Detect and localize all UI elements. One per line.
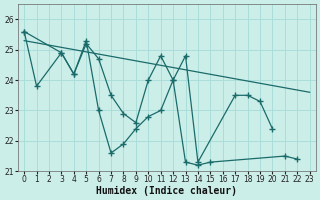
X-axis label: Humidex (Indice chaleur): Humidex (Indice chaleur): [96, 186, 237, 196]
